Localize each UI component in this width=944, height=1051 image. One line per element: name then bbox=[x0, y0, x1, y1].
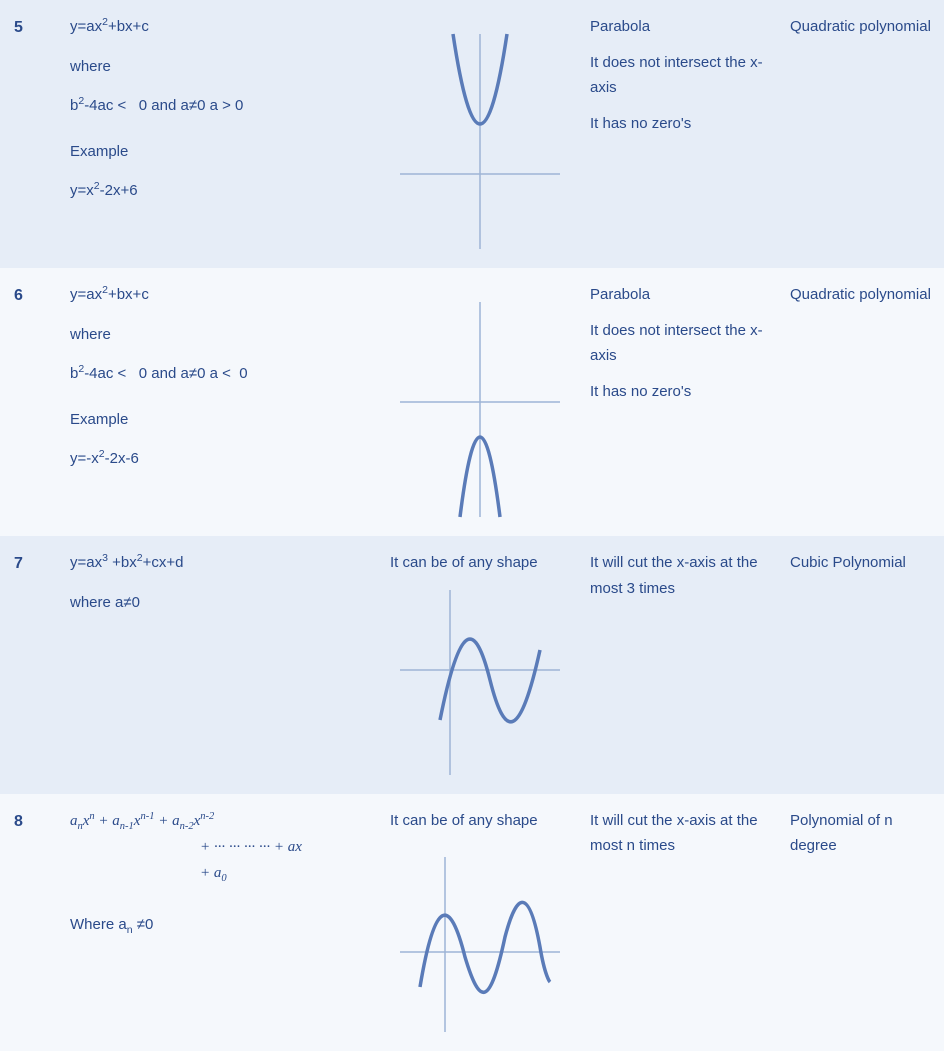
row-number: 5 bbox=[0, 8, 60, 260]
polynomial-type: Quadratic polynomial bbox=[780, 276, 944, 528]
equation-where: where bbox=[70, 54, 370, 80]
poly-line-1: anxn + an-1xn-1 + an-2xn-2 bbox=[70, 808, 370, 836]
equation-main: y=ax3 +bx2+cx+d bbox=[70, 550, 370, 576]
equation-condition: b2-4ac < 0 and a≠0 a < 0 bbox=[70, 361, 370, 387]
poly-n-graph bbox=[390, 837, 570, 1037]
cubic-graph bbox=[390, 580, 570, 780]
equation-cell: y=ax2+bx+c where b2-4ac < 0 and a≠0 a < … bbox=[60, 276, 380, 528]
description-cell: It will cut the x-axis at the most 3 tim… bbox=[580, 544, 780, 786]
polynomial-type: Cubic Polynomial bbox=[780, 544, 944, 786]
table-row: 6 y=ax2+bx+c where b2-4ac < 0 and a≠0 a … bbox=[0, 268, 944, 536]
equation-main: y=ax2+bx+c bbox=[70, 14, 370, 40]
graph-caption: It can be of any shape bbox=[390, 550, 570, 576]
poly-line-3: + a0 bbox=[70, 861, 370, 888]
row-number: 8 bbox=[0, 802, 60, 1044]
polynomial-type: Quadratic polynomial bbox=[780, 8, 944, 260]
graph-caption: It can be of any shape bbox=[390, 808, 570, 834]
example-equation: y=-x2-2x-6 bbox=[70, 446, 370, 472]
graph-cell bbox=[380, 276, 580, 528]
table-row: 5 y=ax2+bx+c where b2-4ac < 0 and a≠0 a … bbox=[0, 0, 944, 268]
equation-where: where bbox=[70, 322, 370, 348]
example-label: Example bbox=[70, 139, 370, 165]
graph-cell: It can be of any shape bbox=[380, 802, 580, 1044]
desc-line-2: It does not intersect the x-axis bbox=[590, 318, 770, 369]
description-cell: It will cut the x-axis at the most n tim… bbox=[580, 802, 780, 1044]
polynomial-expression: anxn + an-1xn-1 + an-2xn-2 + ··· ··· ···… bbox=[70, 808, 370, 888]
equation-condition: b2-4ac < 0 and a≠0 a > 0 bbox=[70, 93, 370, 119]
poly-line-2: + ··· ··· ··· ··· + ax bbox=[70, 835, 370, 861]
equation-cell: y=ax2+bx+c where b2-4ac < 0 and a≠0 a > … bbox=[60, 8, 380, 260]
desc-line-2: It does not intersect the x-axis bbox=[590, 50, 770, 101]
description-cell: Parabola It does not intersect the x-axi… bbox=[580, 276, 780, 528]
equation-cell: anxn + an-1xn-1 + an-2xn-2 + ··· ··· ···… bbox=[60, 802, 380, 1044]
equation-cell: y=ax3 +bx2+cx+d where a≠0 bbox=[60, 544, 380, 786]
example-equation: y=x2-2x+6 bbox=[70, 178, 370, 204]
desc-line-1: It will cut the x-axis at the most 3 tim… bbox=[590, 550, 770, 601]
row-number: 7 bbox=[0, 544, 60, 786]
graph-cell: It can be of any shape bbox=[380, 544, 580, 786]
equation-where: where a≠0 bbox=[70, 590, 370, 616]
desc-line-1: Parabola bbox=[590, 282, 770, 308]
equation-main: y=ax2+bx+c bbox=[70, 282, 370, 308]
desc-line-3: It has no zero's bbox=[590, 111, 770, 137]
parabola-down-graph bbox=[390, 282, 570, 522]
row-number: 6 bbox=[0, 276, 60, 528]
equation-where: Where an ≠0 bbox=[70, 912, 370, 940]
parabola-up-graph bbox=[390, 14, 570, 254]
example-label: Example bbox=[70, 407, 370, 433]
desc-line-1: It will cut the x-axis at the most n tim… bbox=[590, 808, 770, 859]
table-row: 7 y=ax3 +bx2+cx+d where a≠0 It can be of… bbox=[0, 536, 944, 794]
description-cell: Parabola It does not intersect the x-axi… bbox=[580, 8, 780, 260]
graph-cell bbox=[380, 8, 580, 260]
desc-line-1: Parabola bbox=[590, 14, 770, 40]
polynomial-type: Polynomial of n degree bbox=[780, 802, 944, 1044]
desc-line-3: It has no zero's bbox=[590, 379, 770, 405]
table-row: 8 anxn + an-1xn-1 + an-2xn-2 + ··· ··· ·… bbox=[0, 794, 944, 1051]
